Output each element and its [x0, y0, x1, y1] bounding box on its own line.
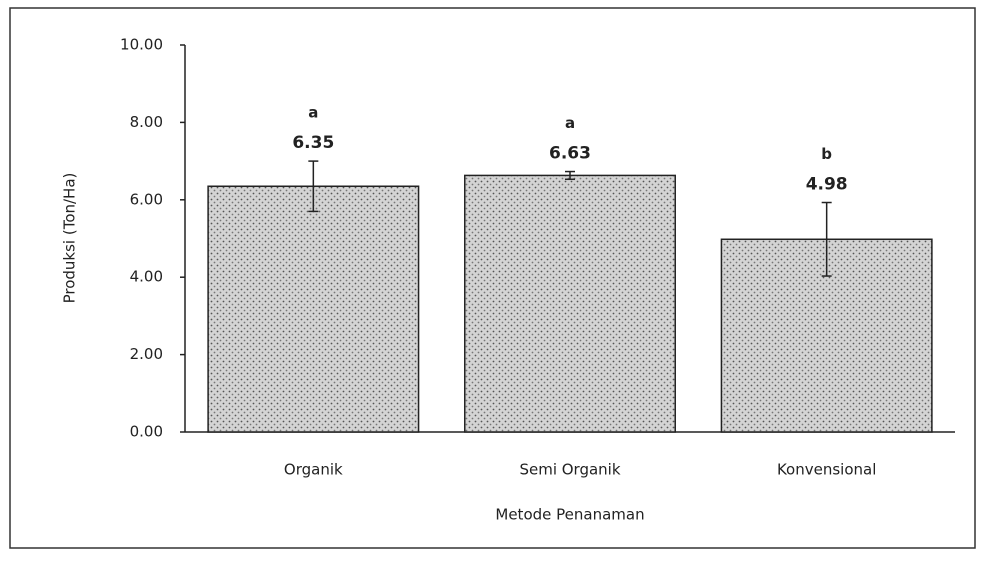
x-axis-label: Metode Penanaman	[495, 506, 644, 524]
value-label: 4.98	[806, 175, 848, 195]
error-bar	[308, 160, 319, 213]
annotation: b	[821, 145, 832, 163]
y-tick-label: 4.00	[130, 268, 163, 286]
y-axis-label: Produksi (Ton/Ha)	[61, 173, 79, 304]
annotation: a	[565, 114, 575, 132]
bar	[207, 185, 420, 433]
bar	[464, 174, 676, 433]
x-tick-label: Konvensional	[777, 461, 876, 479]
error-bar	[821, 201, 832, 277]
frame	[9, 7, 976, 549]
y-tick-label: 6.00	[130, 190, 163, 208]
annotation: a	[308, 104, 318, 122]
y-tick-label: 10.00	[120, 36, 163, 54]
value-label: 6.35	[292, 133, 334, 153]
y-tick-label: 0.00	[130, 423, 163, 441]
y-tick-label: 2.00	[130, 345, 163, 363]
y-tick-label: 8.00	[130, 113, 163, 131]
x-tick-label: Organik	[284, 461, 343, 479]
x-tick-label: Semi Organik	[519, 461, 620, 479]
value-label: 6.63	[549, 144, 591, 164]
error-bar	[565, 170, 575, 181]
